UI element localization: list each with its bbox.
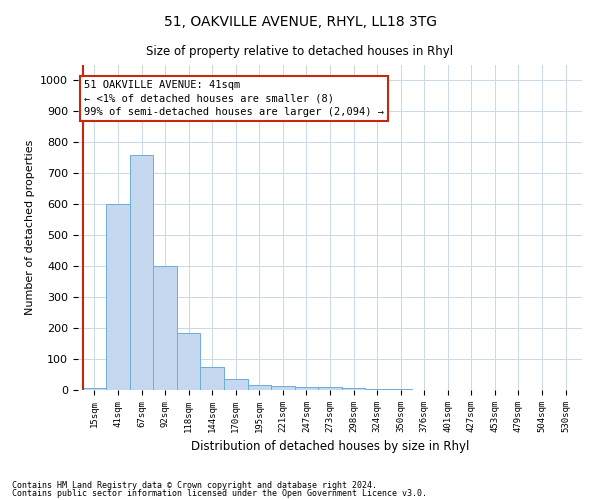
Bar [83,388,106,390]
Bar [365,389,389,390]
Bar [130,155,154,390]
Text: Contains public sector information licensed under the Open Government Licence v3: Contains public sector information licen… [12,489,427,498]
Text: 51, OAKVILLE AVENUE, RHYL, LL18 3TG: 51, OAKVILLE AVENUE, RHYL, LL18 3TG [163,15,437,29]
Bar [295,387,318,390]
Text: 51 OAKVILLE AVENUE: 41sqm
← <1% of detached houses are smaller (8)
99% of semi-d: 51 OAKVILLE AVENUE: 41sqm ← <1% of detac… [84,80,384,117]
Bar [106,204,130,390]
Bar [342,388,365,390]
Bar [200,367,224,390]
Text: Contains HM Land Registry data © Crown copyright and database right 2024.: Contains HM Land Registry data © Crown c… [12,480,377,490]
Bar [318,387,342,390]
Bar [271,386,295,390]
Text: Size of property relative to detached houses in Rhyl: Size of property relative to detached ho… [146,45,454,58]
Bar [154,266,177,390]
Bar [248,386,271,390]
X-axis label: Distribution of detached houses by size in Rhyl: Distribution of detached houses by size … [191,440,469,454]
Bar [224,379,248,390]
Bar [177,332,200,390]
Y-axis label: Number of detached properties: Number of detached properties [25,140,35,315]
